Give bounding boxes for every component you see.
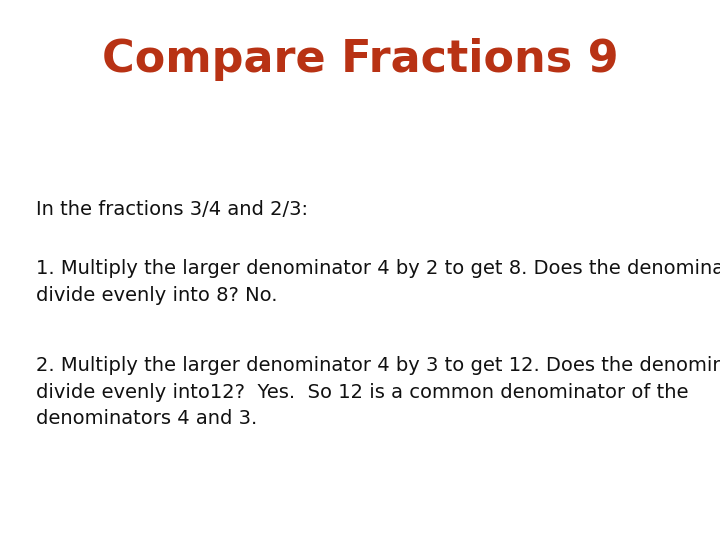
- Text: 1. Multiply the larger denominator 4 by 2 to get 8. Does the denominator 3
divid: 1. Multiply the larger denominator 4 by …: [36, 259, 720, 305]
- Text: 2. Multiply the larger denominator 4 by 3 to get 12. Does the denominator 3
divi: 2. Multiply the larger denominator 4 by …: [36, 356, 720, 428]
- Text: In the fractions 3/4 and 2/3:: In the fractions 3/4 and 2/3:: [36, 200, 308, 219]
- Text: Compare Fractions 9: Compare Fractions 9: [102, 38, 618, 81]
